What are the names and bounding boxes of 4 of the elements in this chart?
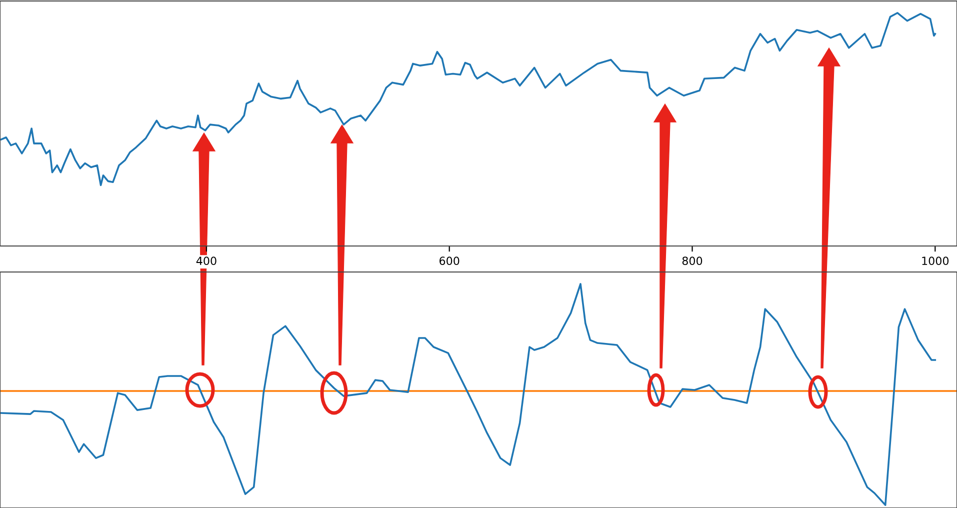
x-tick-label: 800 <box>682 256 702 266</box>
x-tick-label: 400 <box>196 256 216 266</box>
x-tick-label: 1000 <box>922 256 949 266</box>
x-tick-label: 600 <box>440 256 460 266</box>
